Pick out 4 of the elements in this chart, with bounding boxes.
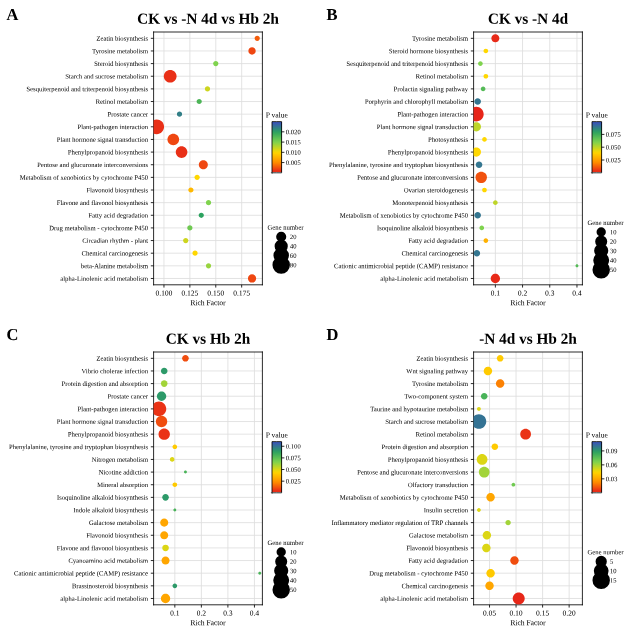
- text: B: [326, 9, 338, 21]
- text: A: [6, 9, 19, 21]
- text: D: [326, 329, 338, 341]
- text: C: [7, 328, 18, 341]
